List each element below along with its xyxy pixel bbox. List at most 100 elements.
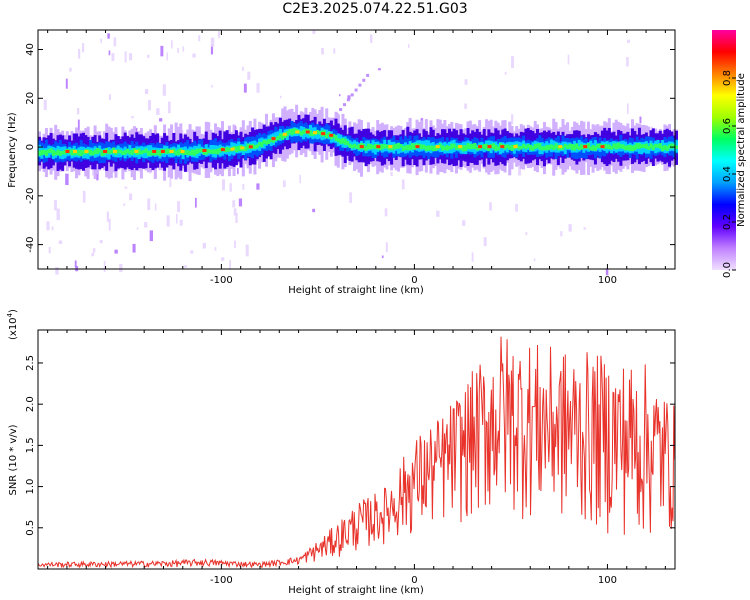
ridge-cell [186, 150, 190, 155]
noise-speck [605, 268, 609, 276]
ridge-cell [200, 148, 204, 153]
ridge-cell [246, 143, 250, 150]
ridge-cell [54, 151, 58, 156]
noise-speck [78, 48, 81, 59]
snr-x-axis-label: Height of straight line (km) [288, 585, 424, 596]
ridge-cell [450, 143, 454, 150]
ridge-hotspot [65, 149, 70, 153]
ridge-cell [274, 137, 278, 141]
noise-speck [194, 197, 197, 208]
ridge-cell [253, 145, 257, 150]
ridge-cell [424, 146, 428, 152]
ridge-cell [274, 132, 278, 143]
ridge-cell [633, 144, 637, 151]
noise-speck [339, 108, 343, 112]
ridge-cell [651, 145, 655, 151]
ridge-cell [276, 131, 280, 141]
noise-speck [131, 116, 134, 119]
noise-speck [233, 208, 237, 216]
ridge-cell [197, 148, 201, 153]
ridge-cell [195, 148, 199, 154]
noise-speck [46, 221, 50, 231]
ridge-cell [234, 146, 238, 153]
noise-speck [162, 84, 166, 96]
noise-speck [221, 257, 225, 261]
noise-speck [166, 52, 168, 61]
noise-speck [100, 38, 102, 43]
noise-speck [229, 259, 231, 270]
noise-speck [238, 198, 243, 207]
ridge-cell [119, 149, 123, 154]
noise-speck [401, 179, 405, 190]
ridge-cell [447, 145, 451, 150]
ridge-cell [522, 143, 526, 149]
ridge-cell [529, 144, 533, 151]
ridge-cell [649, 143, 653, 149]
noise-speck [91, 166, 96, 176]
noise-speck [190, 250, 194, 254]
ridge-cell [304, 130, 308, 138]
ridge-cell [438, 143, 442, 148]
ridge-cell [336, 138, 340, 143]
noise-speck [369, 34, 373, 43]
noise-speck [65, 173, 69, 186]
noise-speck [627, 39, 630, 43]
colorbar: 0.0 0.2 0.4 0.6 0.8 Normalized spectral ampl… [712, 30, 747, 278]
colorbar-tick-label: 0.0 [722, 262, 733, 278]
noise-speck [124, 186, 128, 189]
ridge-cell [589, 140, 593, 151]
colorbar-label: Normalized spectral amplitude [736, 73, 747, 227]
snr-ticks: -100 0 100 0.5 1.0 1.5 2.0 2.5 [25, 330, 675, 586]
y-tick-label: 20 [25, 92, 36, 105]
colorbar-tick-label: 0.2 [722, 214, 733, 230]
ridge-cell [309, 130, 313, 136]
y-tick-label: 2.0 [25, 396, 36, 412]
snr-panel: -100 0 100 0.5 1.0 1.5 2.0 2.5 Height of straig… [6, 309, 676, 596]
ridge-cell [51, 149, 55, 156]
colorbar-ticks: 0.0 0.2 0.4 0.6 0.8 [722, 70, 736, 278]
ridge-cell [225, 147, 229, 153]
ridge-cell [605, 144, 609, 149]
ridge-cell [380, 144, 384, 150]
ridge-cell [357, 143, 361, 150]
ridge-cell [471, 143, 475, 149]
ridge-cell [452, 143, 456, 148]
ridge-cell [399, 144, 403, 153]
ridge-cell [647, 146, 651, 150]
noise-speck [489, 202, 492, 211]
noise-speck [211, 85, 213, 88]
ridge-cell [482, 143, 486, 150]
ridge-hotspot [180, 149, 185, 153]
noise-speck [346, 98, 350, 102]
ridge-hotspot [305, 130, 310, 134]
ridge-cell [260, 141, 264, 148]
ridge-cell [454, 145, 458, 150]
noise-speck [378, 68, 381, 71]
ridge-hotspot [169, 149, 174, 153]
ridge-cell [255, 144, 259, 149]
snr-multiplier: (x104) [6, 309, 19, 340]
noise-speck [192, 53, 196, 58]
ridge-cell [570, 143, 574, 151]
ridge-hotspot [321, 132, 326, 136]
ridge-cell [485, 143, 489, 150]
ridge-cell [315, 129, 319, 140]
ridge-cell [40, 150, 44, 156]
ridge-cell [362, 143, 366, 150]
noise-speck [245, 244, 249, 257]
ridge-cell [545, 145, 549, 151]
spectrogram-y-axis-label: Frequency (Hz) [7, 112, 18, 188]
ridge-cell [538, 143, 542, 150]
noise-speck [177, 47, 179, 54]
ridge-cell [591, 145, 595, 151]
ridge-cell [445, 145, 449, 151]
ridge-cell [91, 150, 95, 156]
noise-speck [124, 51, 127, 63]
noise-speck [331, 117, 335, 121]
noise-speck [639, 116, 642, 124]
ridge-cell [505, 144, 509, 148]
ridge-cell [121, 151, 125, 155]
noise-speck [333, 48, 336, 54]
ridge-cell [93, 149, 97, 155]
colorbar-tick-label: 0.8 [722, 70, 733, 86]
